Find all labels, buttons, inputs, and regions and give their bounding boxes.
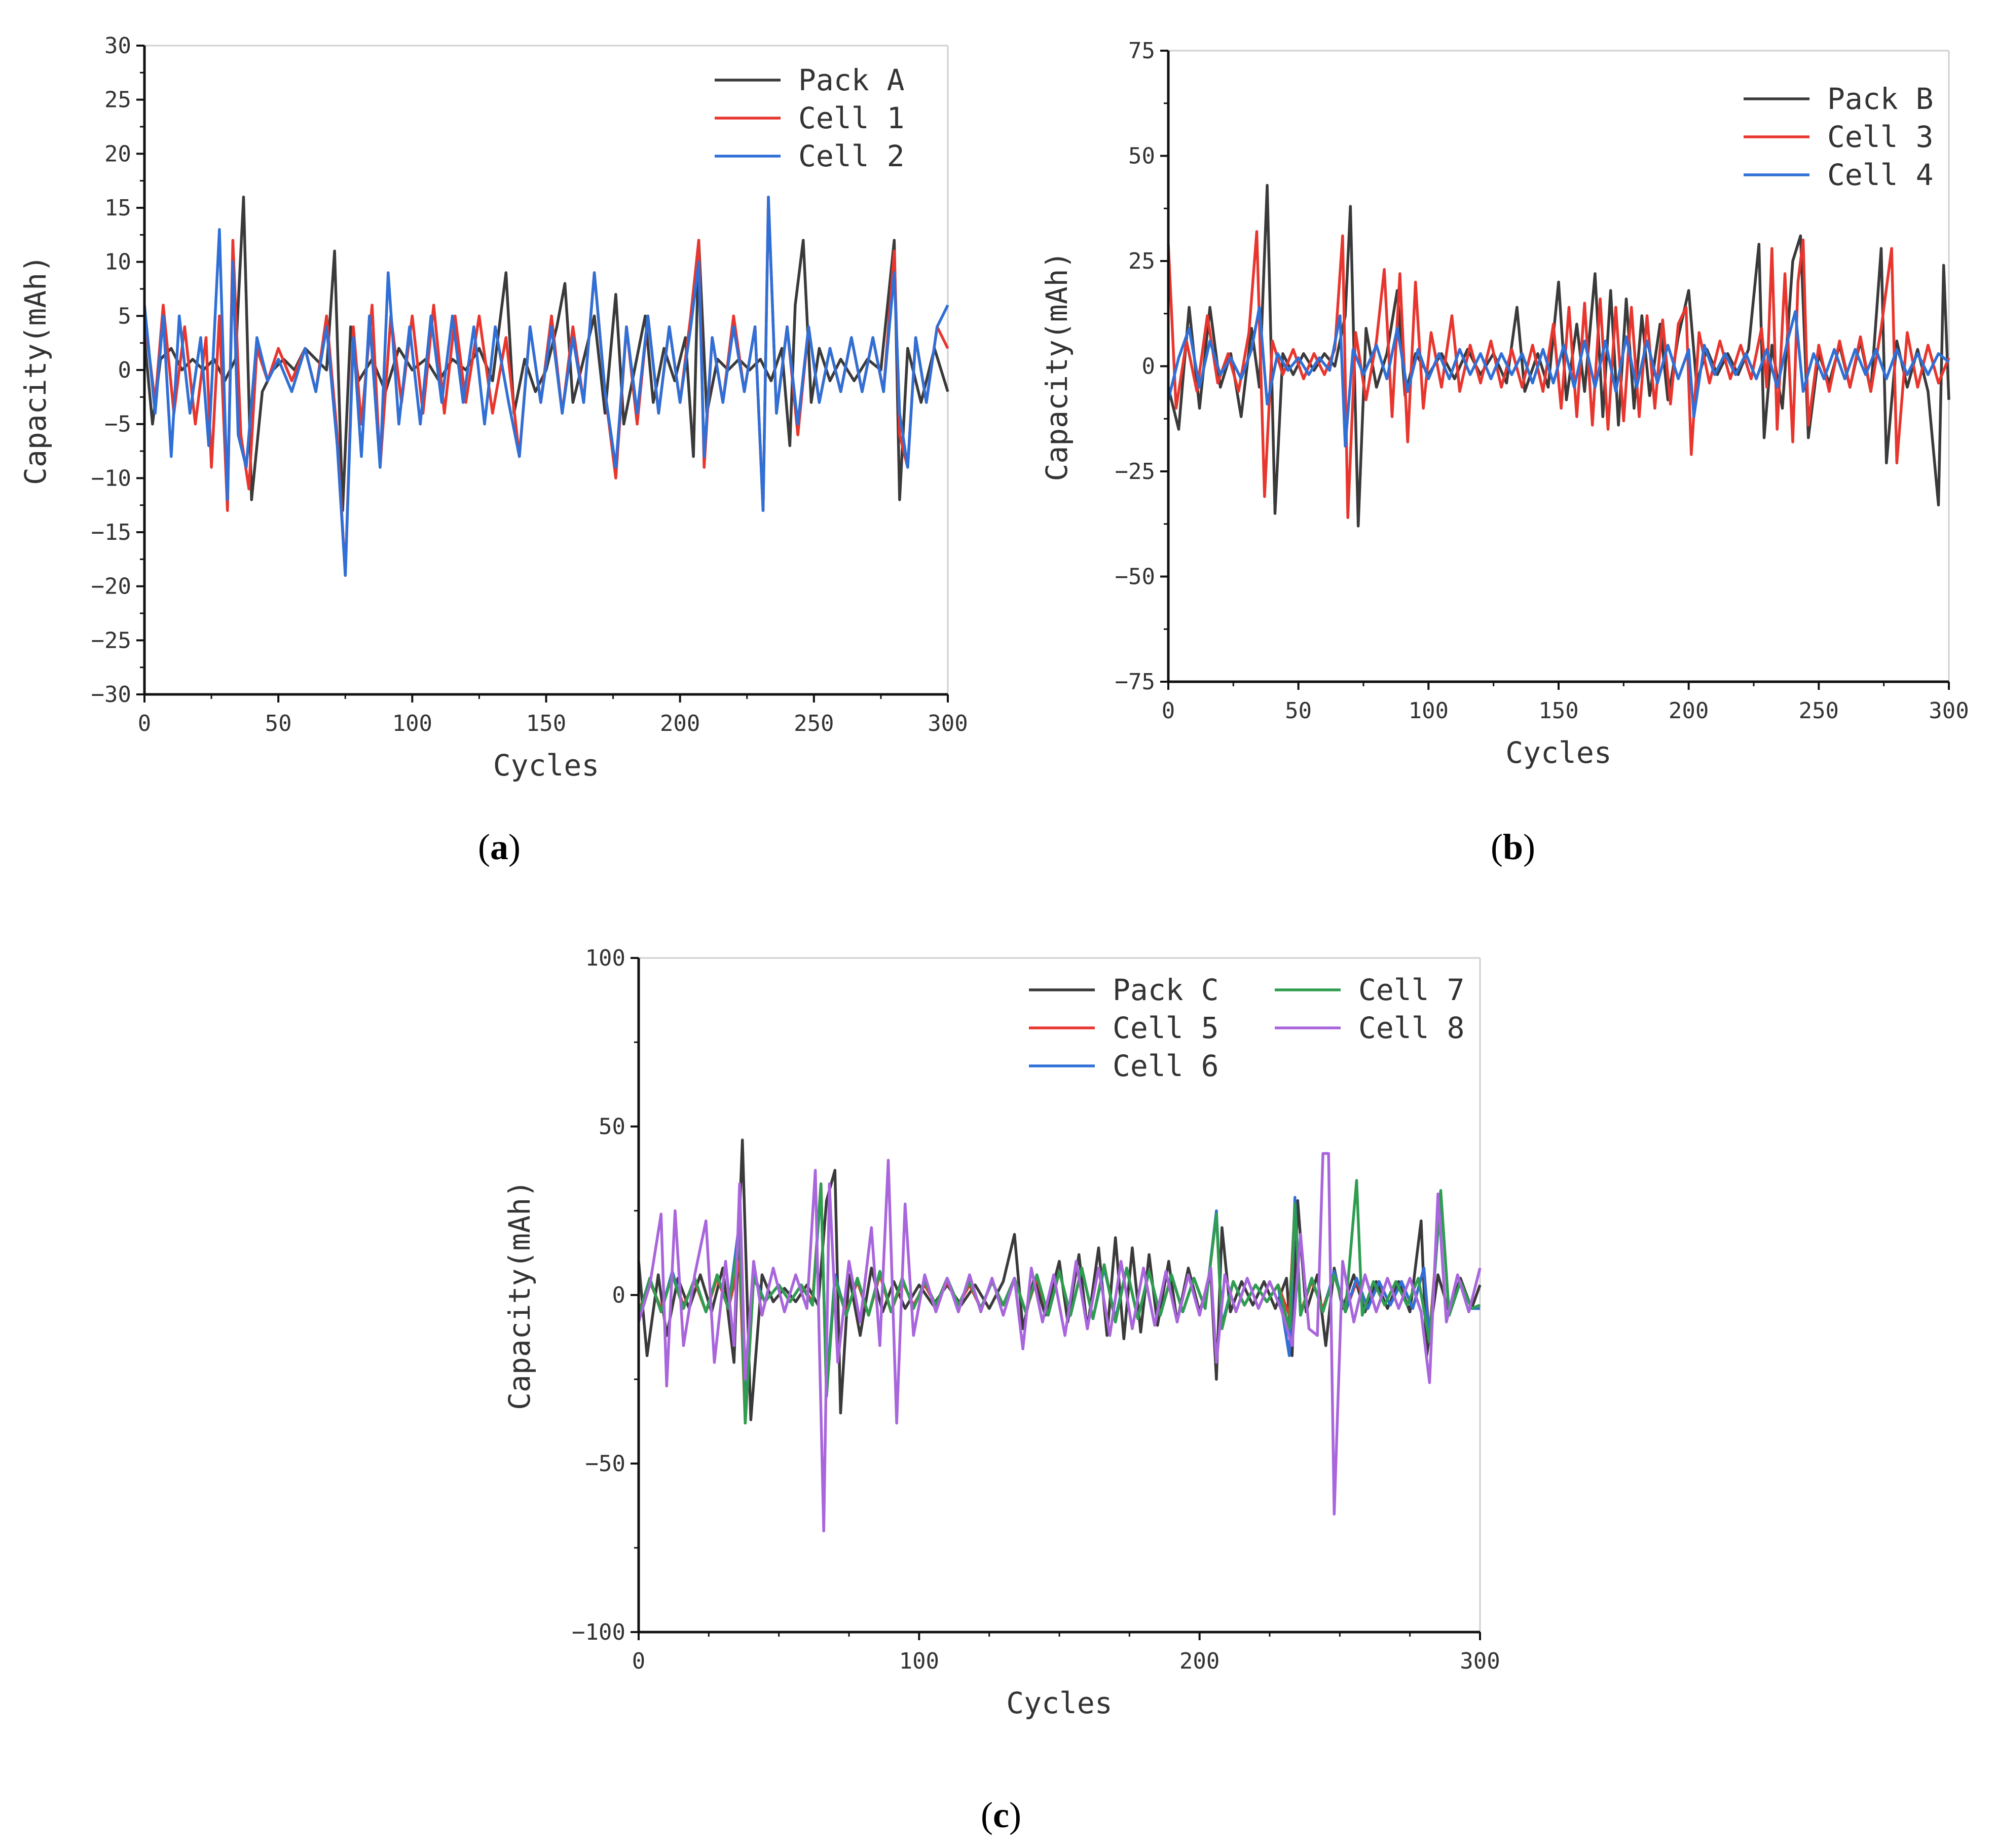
chart-panel-c: −100 −50 0 50 100 0 100 200 300 Cycles Capacity(mA…: [502, 945, 1500, 1720]
y-axis-label: Capacity(mAh): [502, 1180, 537, 1410]
legend-label-pack-c: Pack C: [1113, 973, 1219, 1007]
legend-label-cell-7: Cell 7: [1358, 973, 1465, 1007]
legend-label-cell-4: Cell 4: [1827, 158, 1934, 192]
y-tick-label: 25: [1128, 248, 1155, 274]
y-tick-label: −30: [91, 682, 131, 708]
y-axis-label: Capacity(mAh): [1040, 251, 1074, 482]
y-axis-label: Capacity(mAh): [18, 255, 53, 485]
y-tick-label: 0: [612, 1282, 626, 1308]
legend-label-cell-1: Cell 1: [798, 101, 905, 135]
y-tick-label: 20: [104, 141, 131, 167]
x-tick-label: 50: [265, 711, 292, 736]
y-tick-label: −25: [1115, 459, 1155, 485]
series-line-cell-4: [1167, 306, 1950, 448]
y-tick-label: −15: [91, 520, 131, 545]
y-tick-label: 50: [1128, 143, 1155, 169]
y-tick-label: 100: [585, 945, 625, 971]
x-axis-label: Cycles: [493, 748, 600, 783]
legend-label-pack-a: Pack A: [798, 63, 905, 97]
series-line-cell-7: [637, 1179, 1481, 1425]
y-tick-label: 0: [1142, 354, 1156, 380]
legend-label-pack-b: Pack B: [1827, 82, 1934, 116]
x-axis-label: Cycles: [1006, 1686, 1113, 1720]
y-tick-label: 10: [104, 249, 131, 275]
x-axis-label: Cycles: [1505, 735, 1612, 770]
panel-label-b: (b): [1491, 827, 1535, 867]
x-tick-label: 100: [899, 1648, 939, 1674]
x-tick-label: 100: [1409, 698, 1449, 724]
y-tick-label: −25: [91, 627, 131, 653]
y-tick-label: −20: [91, 574, 131, 600]
y-tick-label: 30: [104, 33, 131, 59]
x-tick-label: 250: [1799, 698, 1839, 724]
legend-label-cell-5: Cell 5: [1113, 1011, 1219, 1045]
legend-label-cell-2: Cell 2: [798, 139, 905, 173]
y-tick-label: 25: [104, 87, 131, 113]
y-tick-label: 5: [118, 303, 132, 329]
y-tick-label: −100: [572, 1619, 625, 1645]
chart-panel-b: −75 −50 −25 0 25 50 75 0 50 100 150 200 250 300 Cycles…: [1040, 38, 1969, 770]
x-tick-label: 300: [1929, 698, 1969, 724]
series-line-cell-8: [637, 1152, 1482, 1533]
y-tick-label: −75: [1115, 669, 1155, 695]
y-tick-label: −50: [1115, 564, 1155, 590]
x-tick-label: 150: [526, 711, 566, 736]
panel-label-c: (c): [981, 1795, 1021, 1835]
x-tick-label: 0: [1162, 698, 1175, 724]
y-tick-label: −10: [91, 465, 131, 491]
x-tick-label: 150: [1538, 698, 1578, 724]
x-tick-label: 300: [1460, 1648, 1500, 1674]
y-tick-label: 50: [599, 1114, 625, 1140]
y-tick-label: −50: [585, 1451, 625, 1477]
series-line-pack-c: [637, 1138, 1482, 1421]
x-tick-label: 0: [138, 711, 152, 736]
panel-label-a: (a): [478, 827, 521, 867]
y-tick-label: 0: [118, 357, 132, 383]
x-tick-label: 200: [660, 711, 700, 736]
legend-label-cell-6: Cell 6: [1113, 1049, 1219, 1083]
series-line-cell-3: [1167, 230, 1950, 520]
x-tick-label: 0: [632, 1648, 646, 1674]
legend-label-cell-8: Cell 8: [1358, 1011, 1465, 1045]
x-tick-label: 200: [1179, 1648, 1219, 1674]
y-tick-label: −5: [104, 412, 131, 437]
x-tick-label: 50: [1285, 698, 1312, 724]
x-tick-label: 200: [1669, 698, 1709, 724]
x-tick-label: 250: [794, 711, 834, 736]
series-line-cell-2: [143, 195, 949, 577]
x-tick-label: 300: [928, 711, 968, 736]
x-tick-label: 100: [392, 711, 432, 736]
y-tick-label: 75: [1128, 38, 1155, 64]
legend-label-cell-3: Cell 3: [1827, 120, 1934, 154]
y-tick-label: 15: [104, 195, 131, 221]
